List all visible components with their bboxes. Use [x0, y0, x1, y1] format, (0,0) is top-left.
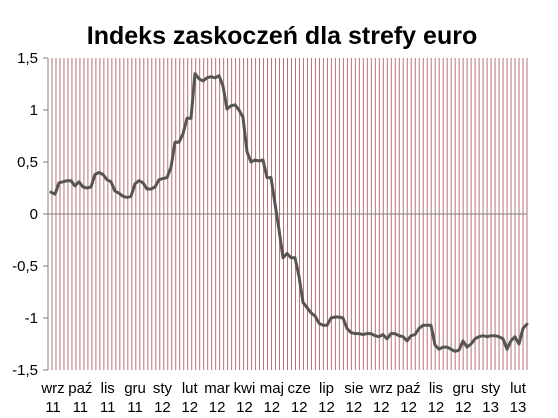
x-tick-month: lis: [429, 380, 443, 397]
y-tick-label: -0,5: [12, 258, 38, 275]
x-tick-year: 12: [154, 399, 171, 416]
x-tick-year: 11: [73, 399, 89, 416]
x-tick-year: 13: [482, 399, 499, 416]
y-tick-labels: 1,5 1 0,5 0 -0,5 -1 -1,5: [12, 50, 38, 379]
x-tick-month: gru: [124, 380, 146, 397]
x-tick-month: sie: [344, 380, 363, 397]
x-tick-month: lip: [319, 380, 334, 397]
x-tick-year: 12: [236, 399, 253, 416]
x-tick-month: maj: [260, 380, 284, 397]
x-tick-month: cze: [288, 380, 311, 397]
x-tick-month: kwi: [234, 380, 256, 397]
y-tick-label: 0: [30, 206, 38, 223]
x-tick-year: 11: [45, 399, 61, 416]
y-tick-label: 0,5: [17, 154, 38, 171]
x-tick-year: 12: [346, 399, 363, 416]
series-line: [49, 72, 529, 353]
x-tick-month: lut: [182, 380, 199, 397]
x-tick-labels: wrz 11 paź 11 lis 11 gru 11 sty 12 lut 12 mar 12 kwi 12…: [40, 380, 526, 416]
x-tick-year: 12: [181, 399, 198, 416]
y-tick-label: 1: [30, 102, 38, 119]
x-tick-year: 12: [291, 399, 308, 416]
x-tick-year: 12: [400, 399, 417, 416]
x-tick-year: 12: [455, 399, 472, 416]
series-layer: [49, 72, 529, 353]
x-tick-month: lut: [510, 380, 527, 397]
x-tick-month: paź: [396, 380, 420, 397]
x-tick-month: wrz: [40, 380, 64, 397]
x-tick-year: 12: [428, 399, 445, 416]
axes: [43, 57, 527, 371]
x-tick-month: gru: [452, 380, 474, 397]
x-tick-year: 11: [100, 399, 116, 416]
x-tick-month: wrz: [369, 380, 393, 397]
x-tick-month: sty: [481, 380, 501, 397]
x-tick-year: 11: [127, 399, 143, 416]
chart-title: Indeks zaskoczeń dla strefy euro: [87, 22, 477, 50]
y-tick-label: -1,5: [12, 362, 38, 379]
x-tick-month: mar: [204, 380, 230, 397]
x-tick-month: paź: [68, 380, 92, 397]
x-tick-year: 12: [373, 399, 390, 416]
x-tick-year: 12: [263, 399, 280, 416]
x-tick-year: 12: [318, 399, 335, 416]
y-tick-label: -1: [25, 310, 38, 327]
y-tick-label: 1,5: [17, 50, 38, 67]
x-tick-month: sty: [153, 380, 173, 397]
x-tick-month: lis: [101, 380, 115, 397]
x-tick-year: 12: [209, 399, 226, 416]
x-tick-year: 13: [510, 399, 527, 416]
